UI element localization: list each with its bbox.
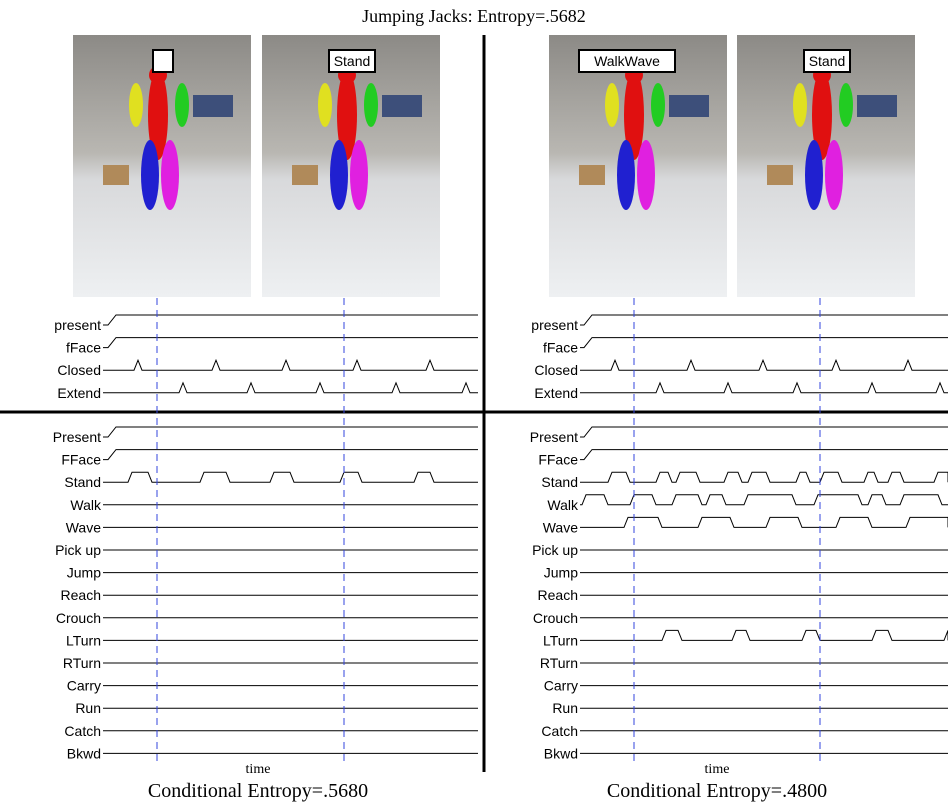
body-part <box>141 140 159 210</box>
signal-label: RTurn <box>540 655 578 671</box>
frame-label: Stand <box>334 53 371 69</box>
title: Jumping Jacks: Entropy=.5682 <box>362 6 586 26</box>
signal <box>103 471 478 483</box>
body-part <box>624 70 644 160</box>
label-box <box>152 49 174 73</box>
signal <box>580 629 948 641</box>
body-part <box>617 140 635 210</box>
signal-label: Present <box>53 429 101 445</box>
signal-label: Wave <box>66 519 101 535</box>
box <box>103 165 129 185</box>
body-part <box>637 140 655 210</box>
label-box <box>578 49 676 73</box>
signal-label: Walk <box>547 497 579 513</box>
signal-label: Bkwd <box>544 745 578 761</box>
body-part <box>651 83 665 127</box>
signal-label: Run <box>75 700 101 716</box>
signal-label: Closed <box>534 362 578 378</box>
signal-label: LTurn <box>543 632 578 648</box>
signal-label: Stand <box>64 474 101 490</box>
signal <box>103 337 478 349</box>
box <box>767 165 793 185</box>
signal-label: Jump <box>544 565 578 581</box>
body-part <box>330 140 348 210</box>
body-part <box>175 83 189 127</box>
caption: Conditional Entropy=.4800 <box>607 780 827 802</box>
signal <box>580 494 948 506</box>
poster <box>669 95 709 117</box>
poster <box>193 95 233 117</box>
body-part <box>148 70 168 160</box>
signal-label: FFace <box>538 452 578 468</box>
signal <box>580 516 948 528</box>
x-label: time <box>246 762 271 777</box>
caption: Conditional Entropy=.5680 <box>148 780 368 802</box>
signal <box>103 314 478 326</box>
signal-label: Reach <box>538 587 578 603</box>
label-box <box>803 49 851 73</box>
box <box>292 165 318 185</box>
signal-label: Jump <box>67 565 101 581</box>
signal-label: Present <box>530 429 578 445</box>
signal-label: RTurn <box>63 655 101 671</box>
signal-label: Pick up <box>55 542 101 558</box>
signal-label: Bkwd <box>67 745 101 761</box>
signal <box>580 471 948 483</box>
signal-label: Catch <box>541 723 578 739</box>
signal <box>580 381 948 394</box>
body-part <box>161 140 179 210</box>
signal-label: Crouch <box>56 610 101 626</box>
signal <box>580 314 948 326</box>
body-part <box>337 70 357 160</box>
signal <box>580 358 948 371</box>
signal <box>580 449 948 461</box>
poster <box>857 95 897 117</box>
body-part <box>839 83 853 127</box>
signal-label: fFace <box>66 340 101 356</box>
body-part <box>129 83 143 127</box>
signal-label: Carry <box>67 678 101 694</box>
signal-label: FFace <box>61 452 101 468</box>
signal-label: Stand <box>541 474 578 490</box>
signal <box>103 358 478 371</box>
signal-label: Walk <box>70 497 102 513</box>
body-part <box>825 140 843 210</box>
signal <box>103 449 478 461</box>
signal-label: fFace <box>543 340 578 356</box>
signal-label: present <box>54 317 101 333</box>
signal-label: Closed <box>57 362 101 378</box>
poster <box>382 95 422 117</box>
body-part <box>350 140 368 210</box>
body-part <box>812 70 832 160</box>
body-part <box>793 83 807 127</box>
signal-label: Extend <box>57 385 101 401</box>
signal <box>580 337 948 349</box>
signal <box>580 426 948 438</box>
signal-label: Catch <box>64 723 101 739</box>
frame-label: Stand <box>809 53 846 69</box>
body-part <box>605 83 619 127</box>
signal-label: Reach <box>61 587 101 603</box>
box <box>579 165 605 185</box>
signal-label: Crouch <box>533 610 578 626</box>
signal-label: Carry <box>544 678 578 694</box>
signal <box>103 426 478 438</box>
signal-label: Wave <box>543 519 578 535</box>
body-part <box>364 83 378 127</box>
signal-label: LTurn <box>66 632 101 648</box>
signal <box>103 381 478 394</box>
signal-label: Extend <box>534 385 578 401</box>
frame-label: WalkWave <box>594 53 660 69</box>
body-part <box>318 83 332 127</box>
signal-label: present <box>531 317 578 333</box>
label-box <box>328 49 376 73</box>
x-label: time <box>705 762 730 777</box>
signal-label: Run <box>552 700 578 716</box>
body-part <box>805 140 823 210</box>
signal-label: Pick up <box>532 542 578 558</box>
